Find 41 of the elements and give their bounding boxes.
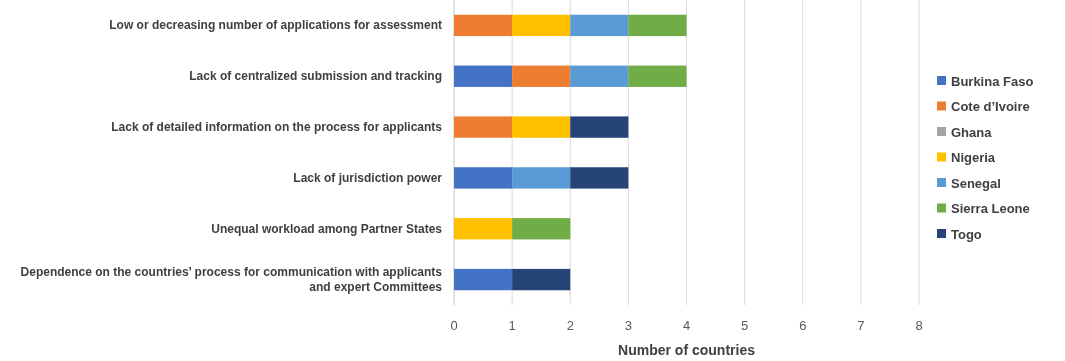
bar xyxy=(628,65,687,87)
legend-label: Togo xyxy=(951,226,982,242)
x-tick-label: 6 xyxy=(799,318,807,333)
y-tick-label: Dependence on the countries’ process for communication with applicants and expert Committees xyxy=(20,265,443,295)
bar xyxy=(454,14,513,37)
legend-label: Senegal xyxy=(951,175,1001,191)
bar xyxy=(454,65,513,87)
x-tick-label: 1 xyxy=(508,318,516,333)
x-axis-title: Number of countries xyxy=(618,342,756,358)
bar xyxy=(454,268,513,291)
bar xyxy=(570,65,629,87)
x-tick-label: 7 xyxy=(857,318,865,333)
bar xyxy=(628,14,687,37)
y-tick-label: Lack of detailed information on the process for applicants xyxy=(111,120,443,135)
bar xyxy=(570,14,629,37)
x-tick-label: 4 xyxy=(682,318,691,333)
x-tick-label: 2 xyxy=(566,318,574,333)
x-tick-label: 8 xyxy=(915,318,923,333)
y-tick-label: Lack of jurisdiction power xyxy=(293,170,443,185)
x-tick-label: 0 xyxy=(450,318,458,333)
y-tick-label: Low or decreasing number of applications for assessment xyxy=(109,18,442,33)
bar xyxy=(512,167,571,189)
bar xyxy=(512,218,571,240)
bar xyxy=(512,65,571,87)
x-tick-label: 5 xyxy=(741,318,749,333)
y-tick-label: Lack of centralized submission and tracking xyxy=(189,69,442,84)
bar xyxy=(454,116,513,138)
y-tick-label: Unequal workload among Partner States xyxy=(211,221,443,236)
legend-label: Sierra Leone xyxy=(951,201,1030,216)
legend-label: Burkina Faso xyxy=(951,73,1034,89)
bar xyxy=(512,268,571,291)
x-tick-label: 3 xyxy=(624,318,632,333)
legend-label: Cote d’Ivoire xyxy=(951,99,1030,114)
bar xyxy=(454,218,513,240)
bar xyxy=(570,167,629,189)
bar xyxy=(512,14,571,37)
legend-label: Nigeria xyxy=(951,150,996,165)
bar xyxy=(512,116,571,138)
legend-label: Ghana xyxy=(951,124,993,140)
bar xyxy=(570,116,629,138)
bar xyxy=(454,167,513,189)
